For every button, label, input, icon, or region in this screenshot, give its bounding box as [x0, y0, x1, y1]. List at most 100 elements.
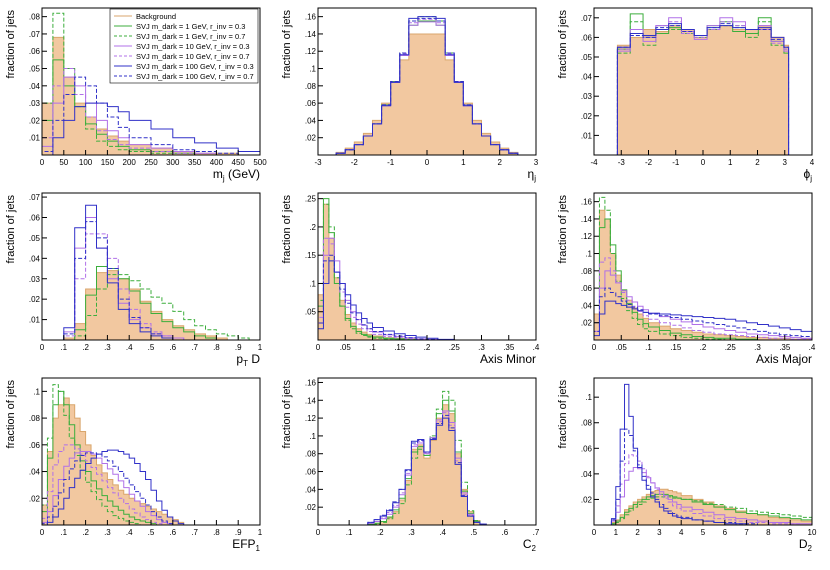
x-tick-label: 250	[144, 158, 158, 167]
series-svj-m-dark-100-gev-r-inv-0-3	[593, 300, 813, 340]
series-background	[63, 270, 250, 341]
x-tick-label: -1	[387, 158, 395, 167]
y-tick-label: .14	[305, 30, 317, 39]
series-svj-m-dark-10-gev-r-inv-0-7	[41, 68, 260, 156]
x-tick-label: 6	[723, 528, 728, 537]
x-tick-label: .3	[754, 343, 761, 352]
x-axis-label: pT D	[236, 352, 260, 368]
panel-efp-1: 0 .1 .2 .3 .4 .5 .6 .7 .8 .9 1 .02 .04 .06 .08 .1 fracti…	[5, 377, 263, 553]
y-tick-label: .1	[585, 393, 592, 402]
y-tick-label: .04	[305, 485, 317, 494]
x-tick-label: .1	[645, 343, 652, 352]
series-svj-m-dark-100-gev-r-inv-0-3	[610, 383, 812, 526]
panel-axis-minor: 0 .05 .1 .15 .2 .25 .3 .35 .4 .05 .1 .15 .2 .25 fracti…	[281, 192, 540, 366]
y-tick-label: .06	[305, 468, 317, 477]
series-svj-m-dark-100-gev-r-inv-0-7	[610, 428, 812, 526]
x-tick-label: .25	[449, 343, 461, 352]
x-tick-label: 0	[40, 528, 45, 537]
y-tick-label: .16	[305, 13, 317, 22]
y-tick-label: .08	[581, 267, 593, 276]
x-axis-label: C2	[523, 537, 537, 553]
x-tick-label: 1	[728, 158, 733, 167]
x-tick-label: -4	[590, 158, 598, 167]
x-tick-label: 10	[808, 528, 817, 537]
series-background	[610, 488, 813, 525]
y-tick-label: .16	[581, 198, 593, 207]
y-axis-label: fraction of jets	[557, 10, 569, 79]
x-tick-label: .35	[503, 343, 515, 352]
legend-label-svj-m-dark-10-gev-r-inv-0-7: SVJ m_dark = 10 GeV, r_inv = 0.7	[136, 52, 250, 61]
series-svj-m-dark-100-gev-r-inv-0-3	[42, 102, 261, 156]
panel-ptd: 0 .1 .2 .3 .4 .5 .6 .7 .8 .9 1 .01 .02 .03 .04 .05 .06 .0…	[5, 192, 263, 368]
x-tick-label: -2	[645, 158, 653, 167]
x-tick-label: .05	[340, 343, 352, 352]
x-tick-label: 1	[258, 528, 263, 537]
legend-label-svj-m-dark-1-gev-r-inv-0-7: SVJ m_dark = 1 GeV, r_inv = 0.7	[136, 32, 245, 41]
legend-label-svj-m-dark-1-gev-r-inv-0-3: SVJ m_dark = 1 GeV, r_inv = 0.3	[136, 22, 245, 31]
y-tick-label: .04	[581, 73, 593, 82]
x-tick-label: 50	[59, 158, 68, 167]
x-tick-label: 350	[188, 158, 202, 167]
y-tick-label: .02	[581, 319, 593, 328]
y-tick-label: .02	[305, 503, 317, 512]
y-tick-label: .1	[309, 279, 316, 288]
y-tick-label: .07	[581, 14, 593, 23]
y-tick-label: .12	[581, 232, 593, 241]
x-tick-label: 0	[425, 158, 430, 167]
x-tick-label: .4	[126, 528, 133, 537]
y-tick-label: .04	[29, 254, 41, 263]
y-tick-label: .02	[29, 494, 41, 503]
y-tick-label: .06	[305, 99, 317, 108]
x-tick-label: .7	[191, 343, 198, 352]
x-tick-label: .2	[82, 343, 89, 352]
y-tick-label: .04	[581, 470, 593, 479]
y-tick-label: .05	[581, 53, 593, 62]
x-tick-label: 150	[101, 158, 115, 167]
series-svj-m-dark-10-gev-r-inv-0-7	[317, 237, 455, 341]
x-tick-label: -1	[672, 158, 680, 167]
y-tick-label: .25	[305, 195, 317, 204]
x-tick-label: .25	[725, 343, 737, 352]
y-tick-label: .02	[29, 295, 41, 304]
x-tick-label: .2	[82, 528, 89, 537]
x-tick-label: 200	[123, 158, 137, 167]
y-tick-label: .01	[29, 316, 41, 325]
series-svj-m-dark-10-gev-r-inv-0-3	[593, 270, 813, 340]
x-tick-label: 2	[755, 158, 760, 167]
x-tick-label: 0	[316, 528, 321, 537]
series-svj-m-dark-100-gev-r-inv-0-7	[367, 414, 487, 525]
x-tick-label: 5	[701, 528, 706, 537]
x-tick-label: 7	[744, 528, 749, 537]
x-tick-label: 0	[701, 158, 706, 167]
x-tick-label: .2	[424, 343, 431, 352]
y-tick-label: .08	[581, 419, 593, 428]
x-tick-label: .2	[700, 343, 707, 352]
x-tick-label: 450	[232, 158, 246, 167]
x-axis-label: Axis Minor	[480, 352, 536, 366]
series-svj-m-dark-1-gev-r-inv-0-7	[63, 274, 250, 341]
x-tick-label: .1	[369, 343, 376, 352]
x-tick-label: 4	[679, 528, 684, 537]
series-svj-m-dark-1-gev-r-inv-0-3	[593, 218, 812, 341]
y-axis-label: fraction of jets	[5, 195, 17, 264]
x-tick-label: 1	[461, 158, 466, 167]
series-svj-m-dark-100-gev-r-inv-0-3	[42, 449, 185, 526]
x-tick-label: 400	[210, 158, 224, 167]
x-tick-label: .6	[502, 528, 509, 537]
x-tick-label: .5	[148, 343, 155, 352]
x-tick-label: .5	[470, 528, 477, 537]
series-background	[367, 404, 487, 525]
x-tick-label: .35	[779, 343, 791, 352]
x-tick-label: 500	[253, 158, 267, 167]
y-tick-label: .1	[309, 432, 316, 441]
x-tick-label: .9	[235, 343, 242, 352]
x-tick-label: -2	[351, 158, 359, 167]
series-svj-m-dark-10-gev-r-inv-0-3	[41, 451, 184, 526]
panel-eta-j: -3 -2 -1 0 1 2 3 .02 .04 .06 .08 .1 .12 .14 .16 fractio…	[281, 7, 539, 183]
x-axis-label: ηj	[528, 167, 537, 183]
y-tick-label: .06	[29, 214, 41, 223]
x-tick-label: .4	[533, 343, 540, 352]
y-tick-label: .02	[29, 116, 41, 125]
x-tick-label: .8	[213, 343, 220, 352]
